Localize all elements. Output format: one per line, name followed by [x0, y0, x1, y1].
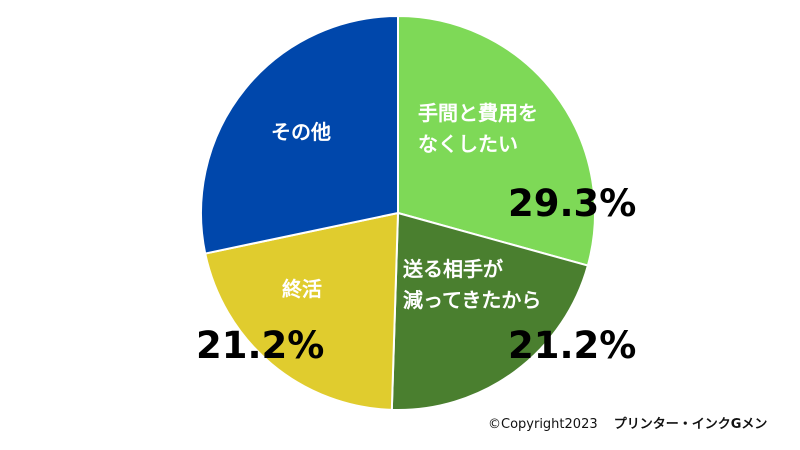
- slice-label: 送る相手が: [403, 257, 503, 281]
- copyright-footer: ©Copyright2023 プリンター・インクGメン: [488, 413, 767, 432]
- slice-label: 減ってきたから: [403, 288, 541, 312]
- slice-label: 終活: [282, 277, 322, 301]
- slice-value-label: 29.3%: [508, 182, 636, 225]
- slice-label: その他: [271, 120, 331, 144]
- slice-value-label: 21.2%: [196, 324, 324, 367]
- slice-hand-cost: [397, 14, 596, 267]
- copyright-owner: プリンター・インクGメン: [613, 417, 768, 432]
- slice-value-label: 21.2%: [508, 324, 636, 367]
- pie-slices: [200, 14, 596, 411]
- slice-end-of-life: [204, 211, 400, 411]
- copyright-text: ©Copyright2023: [488, 417, 598, 432]
- slice-other: [200, 14, 399, 255]
- slice-label: なくしたい: [418, 132, 518, 156]
- slice-fewer-recipients: [390, 211, 590, 411]
- slice-label: 手間と費用を: [418, 101, 538, 125]
